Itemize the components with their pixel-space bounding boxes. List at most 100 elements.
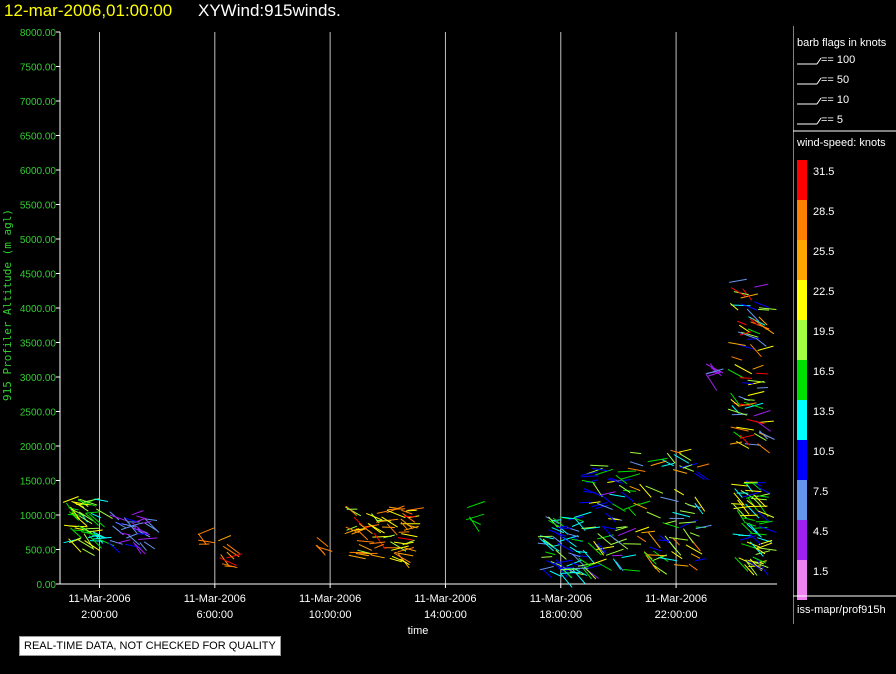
wind-barb [316, 537, 329, 547]
wind-barb [694, 472, 705, 481]
wind-barb [739, 331, 752, 336]
wind-barb [643, 551, 653, 560]
wind-barb [609, 534, 623, 545]
wind-barb [648, 532, 661, 549]
wind-barb [755, 337, 767, 347]
wind-barb [607, 479, 622, 483]
wind-barb [403, 525, 419, 531]
wind-barb [705, 363, 724, 374]
wind-barb [81, 499, 94, 506]
wind-barb [743, 521, 756, 527]
wind-barb [68, 511, 80, 521]
wind-barb [658, 557, 678, 562]
wind-barb [694, 496, 706, 512]
wind-barb [567, 533, 580, 538]
wind-barb [559, 516, 572, 520]
wind-barb [358, 543, 373, 551]
wind-barb [622, 489, 637, 492]
wind-barb [555, 549, 567, 560]
wind-barb [90, 512, 102, 519]
wind-barb [569, 546, 581, 554]
wind-barb [682, 528, 694, 544]
wind-barb [69, 527, 82, 539]
wind-barb [117, 539, 131, 544]
wind-barb [758, 487, 770, 494]
wind-barb [123, 517, 138, 534]
wind-barb [685, 544, 703, 555]
speed-legend-title: wind-speed: knots [796, 137, 886, 149]
wind-barb [754, 283, 769, 288]
wind-barb [621, 554, 637, 558]
wind-barb [357, 549, 371, 554]
wind-barb [394, 552, 414, 557]
y-tick-label: 8000.00 [20, 28, 57, 39]
wind-barb [583, 567, 599, 579]
wind-barb [580, 475, 599, 478]
y-tick-label: 3000.00 [20, 373, 57, 384]
wind-barb [619, 479, 631, 482]
wind-barb [674, 488, 685, 496]
wind-barb [746, 308, 760, 322]
wind-barb [710, 367, 722, 377]
x-tick-time: 10:00:00 [309, 609, 352, 621]
wind-barb [226, 553, 243, 559]
wind-barb [679, 510, 695, 514]
wind-barb [581, 479, 596, 484]
wind-barb [759, 520, 773, 525]
wind-barb [587, 564, 603, 569]
x-tick-time: 2:00:00 [81, 609, 118, 621]
wind-barb [756, 372, 769, 375]
barb-flag [816, 57, 822, 65]
barb-flag [816, 77, 822, 85]
wind-barb [758, 420, 774, 423]
wind-barb [599, 493, 614, 505]
wind-barb [688, 563, 698, 571]
wind-barb [629, 461, 644, 467]
wind-barb [84, 540, 101, 552]
wind-barb [405, 509, 417, 512]
wind-barb [224, 565, 236, 568]
wind-barb [371, 554, 385, 559]
wind-barb [131, 510, 144, 516]
wind-barb [753, 494, 767, 508]
wind-barb [115, 521, 127, 529]
wind-barb [583, 490, 597, 494]
wind-barb [617, 470, 637, 473]
wind-barb [71, 508, 86, 517]
wind-barb [381, 516, 398, 528]
wind-barb [363, 524, 380, 528]
wind-barb [143, 541, 156, 550]
wind-barb [746, 500, 756, 508]
wind-barb [643, 552, 657, 565]
wind-barb [559, 535, 579, 542]
wind-barb [690, 553, 701, 559]
wind-barb [87, 533, 101, 539]
wind-barb [346, 525, 358, 531]
wind-barb [549, 570, 562, 577]
barb-legend-entry: == 5 [821, 114, 843, 126]
wind-barb [755, 560, 767, 564]
wind-barb [639, 483, 652, 498]
wind-barb [79, 515, 93, 525]
wind-barb [661, 462, 675, 467]
speed-color-swatch [797, 480, 807, 520]
wind-barb [88, 535, 102, 549]
wind-barb [580, 471, 598, 476]
legend-panel: barb flags in knots == 100 == 50 == 10 == 5 w… [793, 26, 896, 624]
wind-barb [71, 500, 85, 508]
wind-barb [653, 564, 668, 575]
barb-flag [816, 97, 822, 105]
wind-barb [744, 443, 761, 446]
wind-barb [672, 537, 680, 546]
wind-barb [587, 542, 602, 556]
wind-barb [355, 552, 370, 557]
wind-barb [407, 507, 424, 511]
wind-barb [756, 547, 777, 551]
wind-barb [119, 532, 131, 536]
wind-barb [351, 527, 367, 535]
wind-barb [400, 518, 414, 529]
wind-barb [695, 558, 707, 562]
speed-color-swatch [797, 440, 807, 480]
wind-barb [197, 527, 215, 536]
wind-barb [77, 539, 95, 550]
